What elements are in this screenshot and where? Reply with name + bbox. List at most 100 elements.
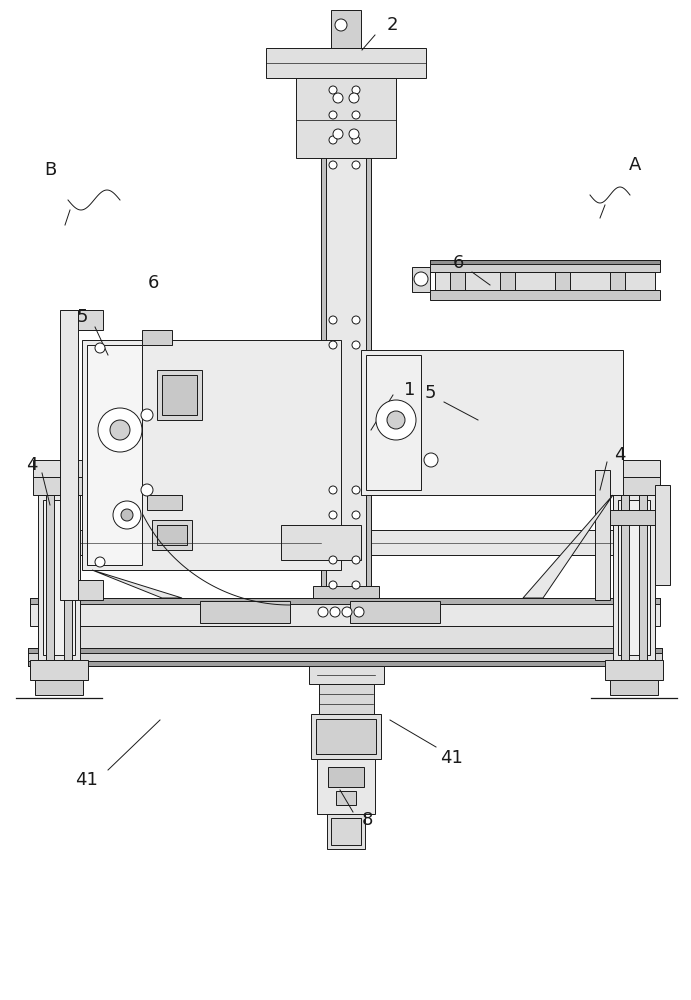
Circle shape [329,556,337,564]
Bar [64,495,72,660]
Circle shape [141,484,153,496]
Bar [435,272,655,290]
Bar [311,714,381,759]
Bar [371,530,613,555]
Circle shape [352,556,360,564]
Bar [33,477,85,495]
Text: 8: 8 [361,811,372,829]
Bar [30,598,660,604]
Bar [366,48,371,595]
Bar [200,601,290,623]
Bar [621,495,629,660]
Bar [608,460,660,477]
Circle shape [349,93,359,103]
Bar [28,648,662,666]
Text: 2: 2 [386,16,398,34]
Bar [316,719,376,754]
Bar [266,48,426,78]
Bar [639,495,647,660]
Bar [319,684,374,714]
Bar [321,48,371,595]
Circle shape [141,409,153,421]
Text: 1: 1 [404,381,416,399]
Circle shape [110,420,130,440]
Bar [430,260,660,272]
Text: A: A [629,156,641,174]
Circle shape [113,501,141,529]
Text: 41: 41 [75,771,98,789]
Bar [281,525,361,560]
Bar [35,680,83,695]
Bar [361,350,623,495]
Circle shape [352,136,360,144]
Bar [78,310,103,330]
Circle shape [329,511,337,519]
Bar [595,470,610,600]
Bar [82,340,341,570]
Circle shape [352,316,360,324]
Text: 5: 5 [76,308,88,326]
Bar [60,310,78,600]
Bar [313,586,379,598]
Circle shape [333,93,343,103]
Bar [157,370,202,420]
Bar [605,660,663,680]
Bar [152,520,192,550]
Circle shape [95,343,105,353]
Bar [28,661,662,666]
Circle shape [349,129,359,139]
Bar [331,818,361,845]
Circle shape [121,509,133,521]
Bar [327,814,365,849]
Bar [38,495,80,660]
Bar [30,660,88,680]
Circle shape [352,86,360,94]
Bar [618,500,650,655]
Bar [80,530,321,555]
Bar [28,648,662,653]
Circle shape [352,511,360,519]
Text: 4: 4 [26,456,38,474]
Text: B: B [44,161,56,179]
Text: 6: 6 [453,254,464,272]
Circle shape [329,581,337,589]
Polygon shape [92,570,182,598]
Bar [500,272,515,290]
Circle shape [329,136,337,144]
Circle shape [342,607,352,617]
Circle shape [318,607,328,617]
Circle shape [376,400,416,440]
Circle shape [329,341,337,349]
Bar [30,598,660,626]
Bar [328,767,364,787]
Bar [450,272,465,290]
Circle shape [352,111,360,119]
Circle shape [329,486,337,494]
Circle shape [352,161,360,169]
Bar [78,580,103,600]
Bar [430,260,660,264]
Bar [321,48,326,595]
Bar [430,290,660,300]
Bar [366,355,421,490]
Circle shape [329,316,337,324]
Bar [610,272,625,290]
Bar [147,495,182,510]
Bar [142,330,172,345]
Circle shape [329,161,337,169]
Circle shape [354,607,364,617]
Circle shape [329,86,337,94]
Circle shape [98,408,142,452]
Bar [555,272,570,290]
Bar [331,10,361,48]
Bar [157,525,187,545]
Bar [38,626,652,648]
Bar [412,267,430,292]
Circle shape [387,411,405,429]
Circle shape [352,341,360,349]
Circle shape [424,453,438,467]
Bar [655,485,670,585]
Bar [46,495,54,660]
Circle shape [330,607,340,617]
Text: 6: 6 [147,274,159,292]
